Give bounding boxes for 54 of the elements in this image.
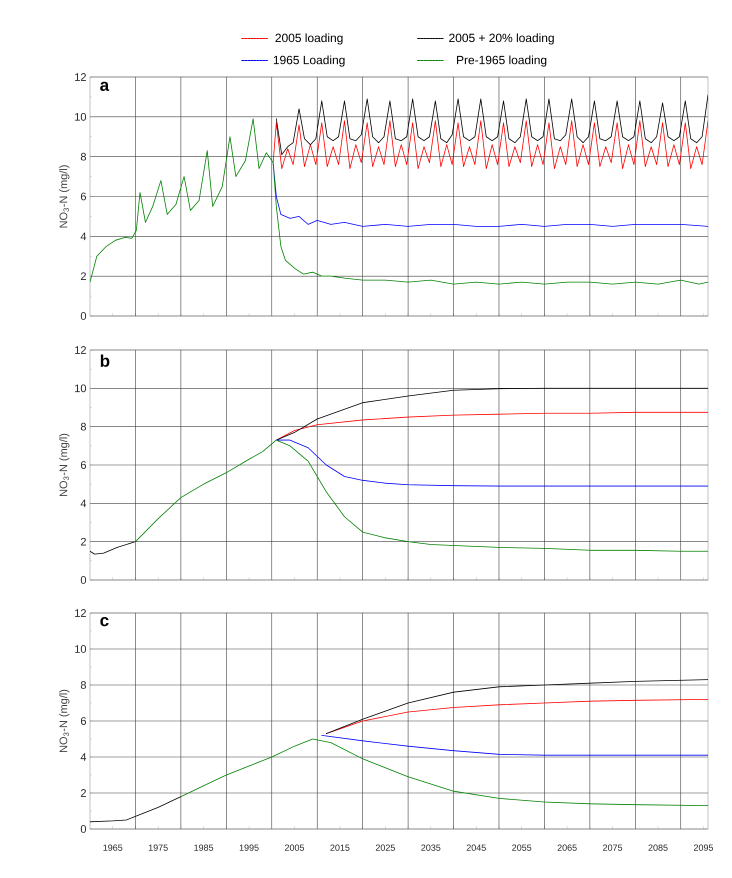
y-tick-label: 8 bbox=[80, 422, 86, 431]
x-tick-label: 1985 bbox=[194, 844, 214, 851]
x-tick-label: 2095 bbox=[694, 844, 714, 851]
y-tick-label: 6 bbox=[80, 192, 86, 200]
chart-title: a bbox=[100, 82, 110, 91]
line-series bbox=[326, 699, 708, 734]
y-tick-label: 4 bbox=[80, 753, 86, 761]
y-tick-label: 6 bbox=[80, 461, 86, 469]
x-tick-label: 2045 bbox=[466, 844, 486, 851]
legend-label: 1965 Loading bbox=[274, 55, 345, 67]
x-tick-label: 2085 bbox=[648, 844, 668, 851]
y-tick-label: 10 bbox=[75, 384, 86, 392]
y-tick-label: 12 bbox=[75, 73, 86, 81]
y-axis-title: NO$_{3}$-N (mg/l) bbox=[59, 165, 70, 228]
y-tick-label: 0 bbox=[80, 312, 86, 320]
line-series bbox=[272, 120, 708, 170]
legend-label: 2005 + 20% loading bbox=[449, 33, 554, 45]
x-tick-label: 1995 bbox=[240, 844, 259, 851]
line-series bbox=[276, 412, 708, 440]
legend-label: Pre-1965 loading bbox=[457, 55, 546, 67]
x-tick-label: 2075 bbox=[603, 844, 622, 851]
x-tick-label: 2035 bbox=[421, 844, 440, 851]
line-series bbox=[180, 738, 708, 806]
line-series bbox=[135, 440, 708, 552]
y-tick-label: 6 bbox=[80, 717, 86, 725]
y-tick-label: 12 bbox=[75, 609, 86, 617]
x-tick-label: 1965 bbox=[103, 844, 122, 851]
line-series bbox=[276, 440, 708, 486]
chart-title: c bbox=[100, 617, 109, 626]
x-tick-label: 2055 bbox=[512, 844, 532, 851]
y-tick-label: 2 bbox=[80, 272, 86, 280]
legend-label: 2005 loading bbox=[275, 33, 343, 45]
line-series bbox=[276, 94, 708, 156]
y-axis-title: NO$_{3}$-N (mg/l) bbox=[59, 690, 70, 752]
x-tick-label: 2065 bbox=[558, 844, 577, 851]
y-tick-label: 2 bbox=[80, 538, 86, 546]
chart-title: b bbox=[100, 354, 110, 367]
y-tick-label: 0 bbox=[80, 825, 86, 833]
y-tick-label: 10 bbox=[75, 645, 86, 653]
x-tick-label: 2005 bbox=[284, 844, 304, 851]
x-tick-label: 1975 bbox=[148, 844, 168, 851]
y-tick-label: 4 bbox=[80, 232, 86, 240]
x-tick-label: 2015 bbox=[330, 844, 350, 851]
y-tick-label: 8 bbox=[80, 681, 86, 689]
x-tick-label: 2025 bbox=[376, 844, 395, 851]
y-tick-label: 8 bbox=[80, 152, 86, 161]
line-series bbox=[321, 735, 708, 756]
y-tick-label: 12 bbox=[75, 346, 86, 354]
y-axis-title: NO$_{3}$-N (mg/l) bbox=[59, 434, 70, 496]
y-tick-label: 10 bbox=[75, 112, 86, 121]
y-tick-label: 0 bbox=[80, 576, 86, 584]
y-tick-label: 2 bbox=[80, 789, 86, 797]
y-tick-label: 4 bbox=[80, 500, 86, 508]
line-series bbox=[90, 118, 708, 285]
